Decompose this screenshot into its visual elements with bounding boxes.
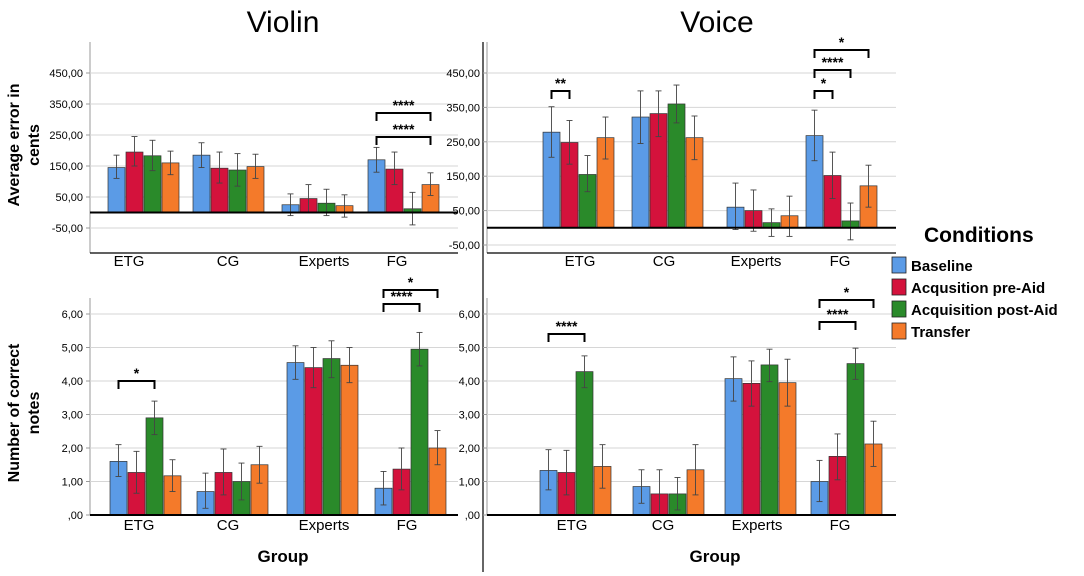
y-tick-label: 150,00 — [446, 171, 480, 183]
y-tick-label: 2,00 — [62, 443, 83, 455]
significance-bracket — [813, 69, 852, 78]
legend: Conditions Baseline Acqusition pre-Aid A… — [891, 224, 1058, 341]
category-label: ETG — [114, 253, 145, 270]
bar-acqusition-pre-aid-experts — [304, 367, 323, 516]
category-label: CG — [652, 517, 675, 534]
y-tick-label: 6,00 — [459, 309, 480, 321]
y-tick-label: 250,00 — [446, 137, 480, 149]
y-tick-label: 4,00 — [459, 376, 480, 388]
bar-acquisition-post-aid-etg — [575, 371, 594, 516]
violin-error-panel: -50,00 50,00 150,00 250,00 350,00 450,00 ETG CG… — [49, 42, 458, 270]
y-tick-label: 450,00 — [49, 68, 83, 80]
bottom-ylabel-line2: notes — [26, 392, 43, 435]
category-label: CG — [653, 253, 676, 270]
significance-label: * — [839, 34, 845, 50]
significance-label: * — [844, 284, 850, 300]
legend-title: Conditions — [924, 224, 1034, 247]
top-ylabel-line2: cents — [26, 124, 43, 166]
significance-label: **** — [391, 288, 413, 304]
category-label: CG — [217, 517, 240, 534]
y-tick-label: 5,00 — [459, 343, 480, 355]
violin-title: Violin — [247, 6, 320, 39]
significance-label: * — [134, 365, 140, 381]
category-label: FG — [830, 517, 851, 534]
category-label: FG — [387, 253, 408, 270]
y-tick-label: -50,00 — [449, 240, 480, 252]
category-label: ETG — [565, 253, 596, 270]
y-tick-label: 350,00 — [49, 99, 83, 111]
significance-label: **** — [822, 54, 844, 70]
violin-notes-panel: ,00 1,00 2,00 3,00 4,00 5,00 6,00 ETG CG Experts F… — [62, 274, 458, 534]
y-tick-label: ,00 — [68, 510, 83, 522]
legend-swatch-pre-aid — [891, 278, 907, 296]
top-ylabel-line1: Average error in — [6, 83, 23, 206]
significance-bracket — [818, 321, 857, 330]
y-tick-label: 5,00 — [62, 343, 83, 355]
significance-label: * — [408, 274, 414, 290]
significance-label: **** — [556, 318, 578, 334]
voice-error-panel: -50,00 50,00 150,00 250,00 350,00 450,00 ETG CG… — [446, 34, 896, 270]
legend-swatch-post-aid — [891, 300, 907, 318]
significance-bracket — [818, 299, 875, 308]
violin-xlabel: Group — [258, 547, 309, 566]
legend-swatch-baseline — [891, 256, 907, 274]
significance-label: **** — [393, 121, 415, 137]
bar-baseline-experts — [286, 362, 305, 516]
y-tick-label: 50,00 — [55, 192, 83, 204]
significance-label: * — [821, 75, 827, 91]
bar-acquisition-post-aid-fg — [410, 348, 429, 516]
voice-notes-panel: ,00 1,00 2,00 3,00 4,00 5,00 6,00 ETG CG Experts F… — [459, 284, 896, 534]
bar-acquisition-post-aid-experts — [322, 358, 341, 516]
category-label: FG — [830, 253, 851, 270]
significance-bracket — [375, 112, 432, 121]
category-label: Experts — [299, 253, 350, 270]
category-label: Experts — [731, 253, 782, 270]
bar-acquisition-post-aid-experts — [760, 364, 779, 516]
y-tick-label: 3,00 — [459, 410, 480, 422]
y-tick-label: 150,00 — [49, 161, 83, 173]
y-tick-label: -50,00 — [52, 223, 83, 235]
category-label: Experts — [299, 517, 350, 534]
significance-label: **** — [827, 306, 849, 322]
legend-label-baseline: Baseline — [911, 258, 973, 275]
bottom-ylabel-line1: Number of correct — [6, 343, 23, 482]
significance-bracket — [375, 136, 432, 145]
bar-acquisition-post-aid-fg — [846, 363, 865, 516]
significance-bracket — [117, 380, 156, 389]
y-tick-label: 50,00 — [452, 206, 480, 218]
y-tick-label: ,00 — [465, 510, 480, 522]
significance-bracket — [813, 49, 870, 58]
legend-label-post-aid: Acquisition post-Aid — [911, 302, 1058, 319]
y-tick-label: 250,00 — [49, 130, 83, 142]
category-label: ETG — [124, 517, 155, 534]
legend-swatch-transfer — [891, 322, 907, 340]
significance-bracket — [813, 90, 834, 99]
category-label: FG — [397, 517, 418, 534]
y-tick-label: 350,00 — [446, 102, 480, 114]
category-label: CG — [217, 253, 240, 270]
significance-label: ** — [555, 75, 566, 91]
y-tick-label: 1,00 — [62, 477, 83, 489]
significance-bracket — [382, 289, 439, 298]
significance-label: **** — [393, 97, 415, 113]
voice-title: Voice — [680, 6, 753, 39]
category-label: ETG — [557, 517, 588, 534]
category-label: Experts — [732, 517, 783, 534]
y-tick-label: 3,00 — [62, 410, 83, 422]
y-tick-label: 6,00 — [62, 309, 83, 321]
significance-bracket — [382, 303, 421, 312]
legend-label-transfer: Transfer — [911, 324, 970, 341]
y-tick-label: 450,00 — [446, 68, 480, 80]
y-tick-label: 4,00 — [62, 376, 83, 388]
y-tick-label: 1,00 — [459, 477, 480, 489]
y-tick-label: 2,00 — [459, 443, 480, 455]
significance-bracket — [547, 333, 586, 342]
bar-transfer-experts — [340, 364, 359, 516]
voice-xlabel: Group — [690, 547, 741, 566]
legend-label-pre-aid: Acqusition pre-Aid — [911, 280, 1045, 297]
significance-bracket — [550, 90, 571, 99]
